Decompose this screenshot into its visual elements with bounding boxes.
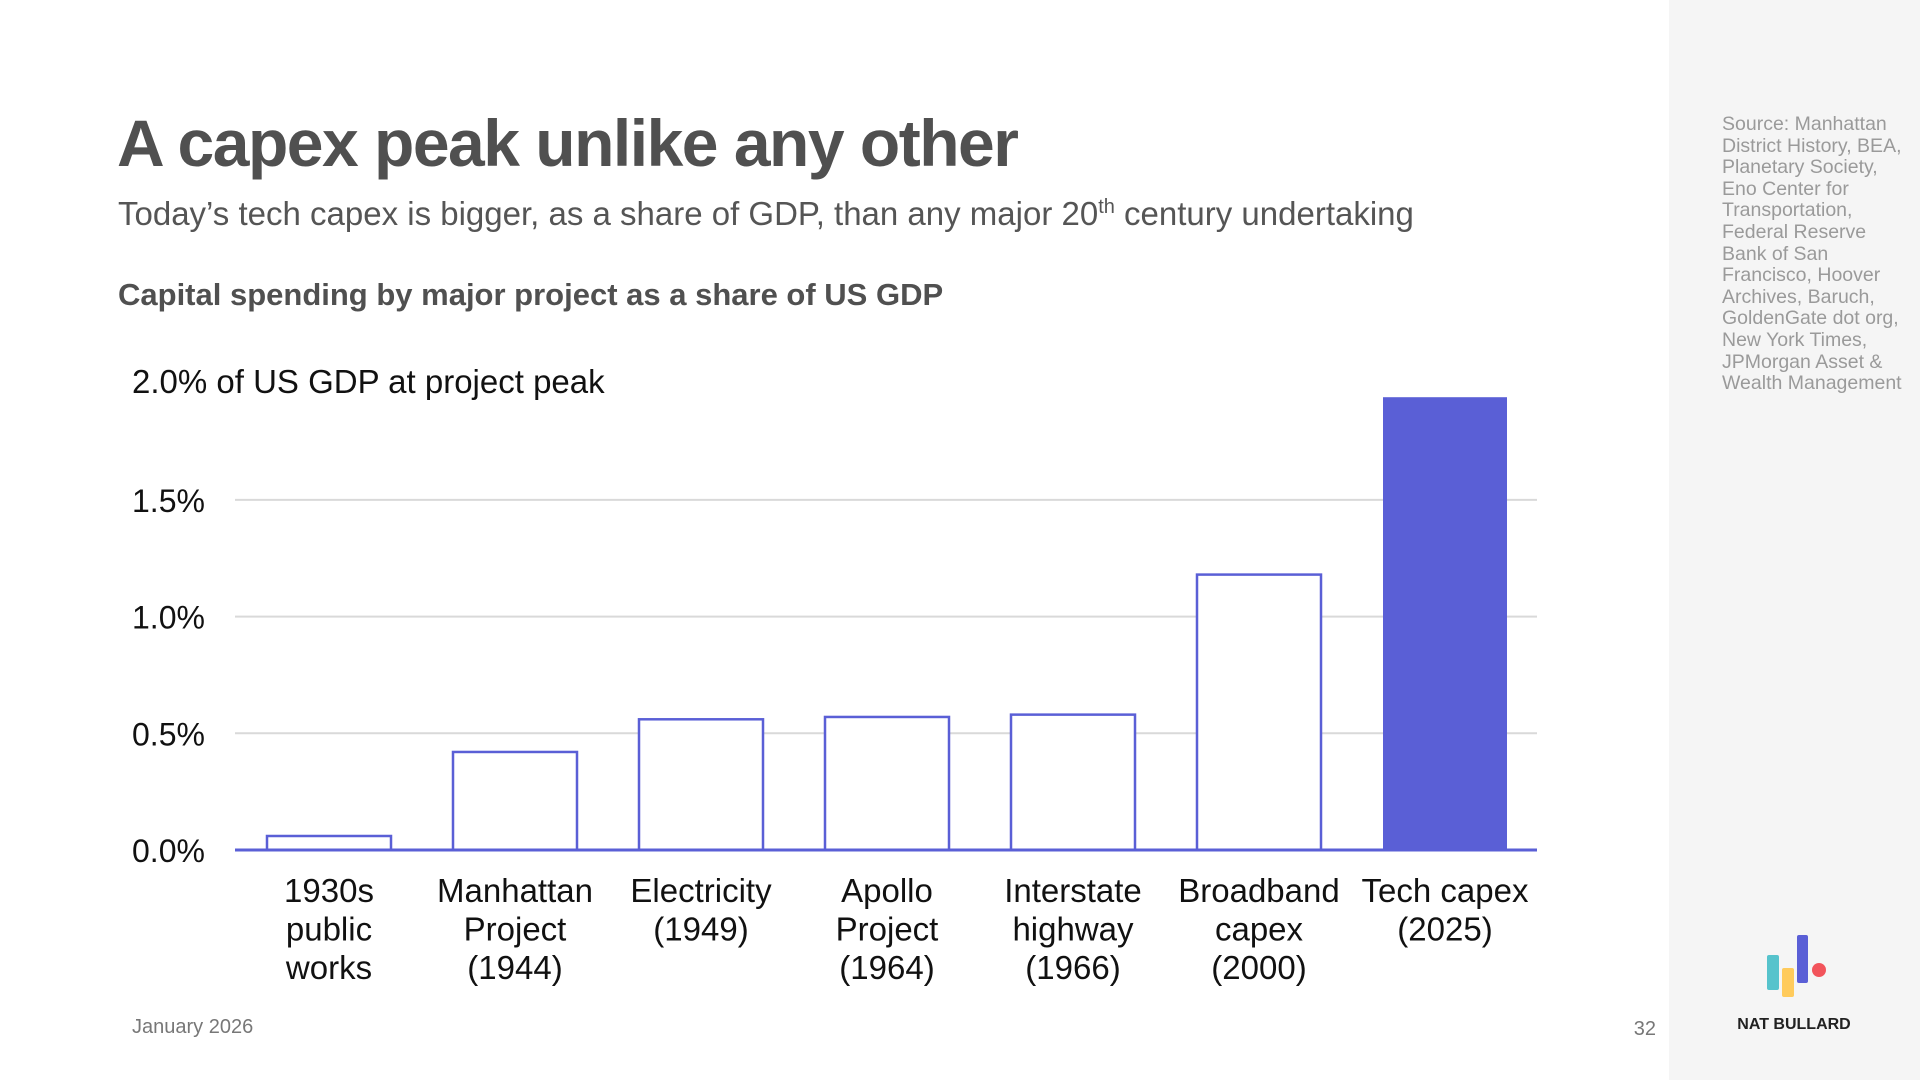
x-category-label: (2000): [1211, 949, 1306, 986]
y-axis-label: 2.0% of US GDP at project peak: [132, 363, 605, 400]
x-category-label: Interstate: [1004, 872, 1142, 909]
slide-title: A capex peak unlike any other: [117, 106, 1019, 180]
x-category-label: (1966): [1025, 949, 1120, 986]
logo-bar-cyan: [1767, 955, 1779, 990]
footer-date: January 2026: [132, 1016, 254, 1038]
x-category-label: capex: [1215, 911, 1304, 948]
x-category-label: (1944): [467, 949, 562, 986]
bar: [1009, 713, 1137, 852]
x-category-label: Project: [464, 911, 567, 948]
x-category-label: Project: [836, 911, 939, 948]
bar: [823, 715, 951, 852]
x-category-label: (1964): [839, 949, 934, 986]
x-category-label: Broadband: [1178, 872, 1339, 909]
bar: [451, 750, 579, 852]
y-tick-label: 0.5%: [132, 716, 205, 752]
subtitle-text: Today’s tech capex is bigger, as a share…: [118, 195, 1099, 232]
bar: [1195, 573, 1323, 852]
subtitle-superscript: th: [1098, 196, 1115, 218]
brand-logo-icon: [1767, 935, 1826, 997]
logo-bar-yellow: [1782, 968, 1794, 997]
x-category-labels: 1930spublicworksManhattanProject(1944)El…: [284, 872, 1529, 986]
logo-dot-red: [1812, 963, 1826, 977]
gridlines: [235, 498, 1537, 735]
brand-name: NAT BULLARD: [1737, 1016, 1851, 1033]
x-category-label: Manhattan: [437, 872, 593, 909]
slide-subtitle: Today’s tech capex is bigger, as a share…: [118, 195, 1414, 233]
sidebar-panel: [1669, 0, 1920, 1080]
x-category-label: (1949): [653, 911, 748, 948]
x-category-label: Tech capex: [1362, 872, 1529, 909]
y-tick-label: 0.0%: [132, 833, 205, 869]
bar: [637, 718, 765, 852]
x-category-label: 1930s: [284, 872, 374, 909]
page-number: 32: [1633, 1018, 1656, 1040]
bars: [235, 397, 1537, 852]
x-category-label: Electricity: [630, 872, 772, 909]
source-note: Source: Manhattan District History, BEA,…: [1722, 113, 1902, 395]
x-category-label: highway: [1012, 911, 1134, 948]
subtitle-text-end: century undertaking: [1114, 195, 1414, 232]
bar: [1383, 397, 1507, 850]
y-tick-label: 1.5%: [132, 483, 205, 519]
y-tick-labels: 0.0% 0.5% 1.0% 1.5%: [132, 483, 205, 869]
chart-heading: Capital spending by major project as a s…: [118, 277, 944, 312]
x-category-label: (2025): [1397, 911, 1492, 948]
bar: [265, 834, 393, 852]
logo-bar-blue: [1797, 935, 1808, 983]
y-tick-label: 1.0%: [132, 600, 205, 636]
x-category-label: Apollo: [841, 872, 933, 909]
x-category-label: works: [285, 949, 372, 986]
x-category-label: public: [286, 911, 372, 948]
